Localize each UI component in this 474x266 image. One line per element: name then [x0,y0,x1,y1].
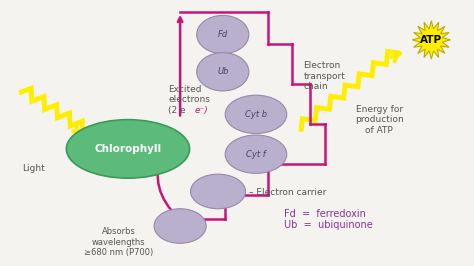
Ellipse shape [225,95,287,134]
Text: Fd: Fd [218,30,228,39]
Text: Excited
electrons: Excited electrons [168,85,210,105]
Text: Fd  =  ferredoxin
Ub  =  ubiquinone: Fd = ferredoxin Ub = ubiquinone [284,209,373,230]
Text: – Electron carrier: – Electron carrier [249,188,326,197]
Polygon shape [412,21,450,59]
Text: Absorbs
wavelengths
≥680 nm (P700): Absorbs wavelengths ≥680 nm (P700) [84,227,153,257]
Ellipse shape [66,120,190,178]
Text: Ub: Ub [217,67,228,76]
Text: Cyt b: Cyt b [245,110,267,119]
Text: (2 e: (2 e [168,106,186,115]
Text: Light: Light [22,164,45,173]
Text: ATP: ATP [420,35,442,45]
Ellipse shape [197,15,249,54]
Ellipse shape [225,135,287,173]
Text: Chlorophyll: Chlorophyll [94,144,162,154]
Ellipse shape [197,53,249,91]
Ellipse shape [191,174,246,209]
Text: e⁻): e⁻) [194,106,208,115]
Ellipse shape [154,209,206,243]
Text: Electron
transport
chain: Electron transport chain [303,61,345,91]
Text: Energy for
production
of ATP: Energy for production of ATP [355,105,403,135]
Text: Cyt f: Cyt f [246,150,266,159]
